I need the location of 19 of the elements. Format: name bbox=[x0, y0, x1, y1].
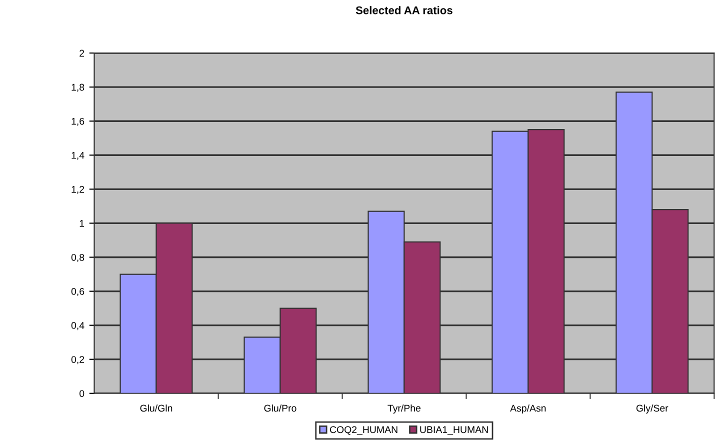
y-tick-label: 0,8 bbox=[71, 254, 84, 262]
y-tick-label: 1,2 bbox=[72, 186, 84, 194]
x-tick-label: Glu/Gln bbox=[140, 404, 172, 412]
x-tick-label: Glu/Pro bbox=[264, 404, 296, 412]
legend-label: COQ2_HUMAN bbox=[330, 426, 398, 435]
chart-title: Selected AA ratios bbox=[356, 6, 452, 14]
y-tick-label: 2 bbox=[80, 50, 84, 57]
y-tick-label: 0,2 bbox=[71, 356, 84, 364]
x-tick-label: Gly/Ser bbox=[636, 404, 668, 414]
y-tick-label: 1,4 bbox=[72, 152, 84, 160]
x-tick-label: Tyr/Phe bbox=[388, 404, 421, 414]
x-tick-label: Asp/Asn bbox=[510, 404, 546, 414]
y-tick-label: 1,6 bbox=[72, 118, 84, 126]
y-tick-label: 0 bbox=[80, 390, 84, 397]
y-tick-label: 1 bbox=[80, 220, 84, 227]
legend-label: UBIA1_HUMAN bbox=[420, 426, 488, 435]
y-tick-label: 0,4 bbox=[71, 322, 84, 330]
y-tick-label: 1,8 bbox=[72, 84, 84, 92]
y-tick-label: 0,6 bbox=[71, 288, 84, 296]
